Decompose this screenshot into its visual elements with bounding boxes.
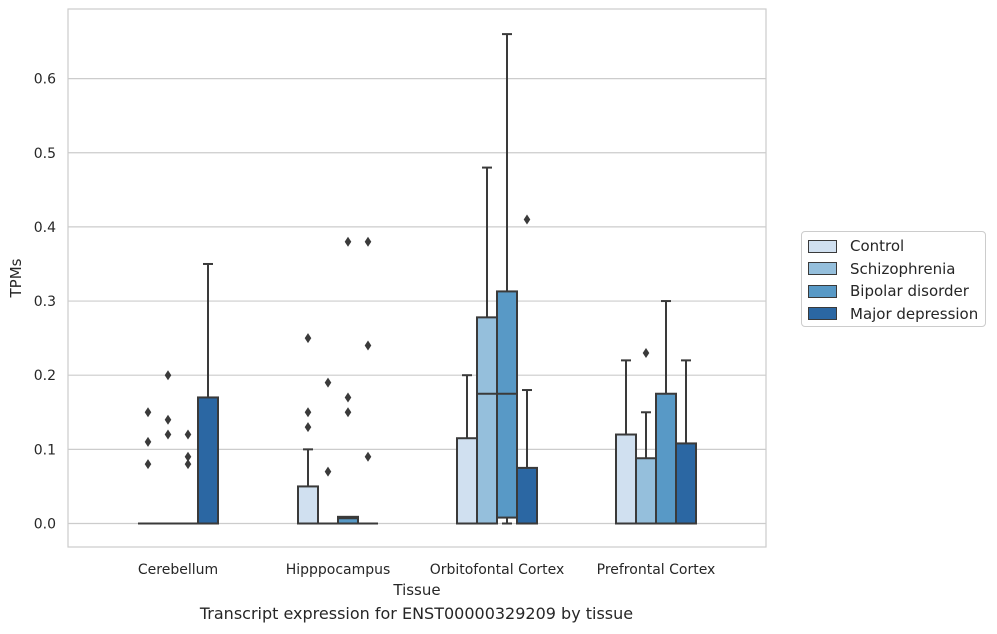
box-body bbox=[615, 433, 637, 525]
outlier-point-1 bbox=[344, 392, 352, 403]
outlier-point-1 bbox=[164, 414, 172, 425]
outlier-point-0 bbox=[324, 466, 332, 477]
outlier-point-2 bbox=[304, 333, 312, 344]
legend: Control Schizophrenia Bipolar disorder M… bbox=[801, 231, 986, 327]
outlier-point-0 bbox=[364, 451, 372, 462]
outlier-point-2 bbox=[164, 370, 172, 381]
outlier-point-2 bbox=[344, 236, 352, 247]
outlier-point-0 bbox=[642, 347, 650, 358]
box-0-2 bbox=[456, 374, 478, 525]
outlier-point-1 bbox=[364, 340, 372, 351]
box-3-0 bbox=[197, 262, 219, 525]
outlier-point-2 bbox=[184, 429, 192, 440]
box-body bbox=[516, 466, 538, 525]
legend-label-schizophrenia: Schizophrenia bbox=[850, 259, 956, 278]
x-tick-label-1: Hipppocampus bbox=[286, 562, 391, 578]
box-1-1 bbox=[318, 377, 338, 525]
outlier-point-2 bbox=[144, 407, 152, 418]
box-body bbox=[655, 392, 677, 525]
y-tick-label-5: 0.5 bbox=[34, 146, 56, 162]
box-2-2 bbox=[496, 33, 518, 525]
box-3-3 bbox=[675, 359, 697, 525]
outlier-point-1 bbox=[184, 451, 192, 462]
x-axis-title: Tissue bbox=[392, 581, 440, 599]
plot-area-frame bbox=[67, 8, 767, 548]
box-body bbox=[635, 457, 657, 525]
outlier-point-2 bbox=[364, 236, 372, 247]
box-1-3 bbox=[635, 347, 657, 525]
box-1-2 bbox=[476, 166, 498, 525]
x-tick-label-3: Prefrontal Cortex bbox=[597, 562, 716, 578]
outlier-point-0 bbox=[304, 422, 312, 433]
legend-swatch-major-depression bbox=[808, 307, 837, 321]
box-body bbox=[456, 437, 478, 525]
x-tick-label-0: Cerebellum bbox=[138, 562, 218, 578]
chart-caption: Transcript expression for ENST0000032920… bbox=[199, 604, 634, 623]
gridlines bbox=[68, 77, 766, 525]
box-0-3 bbox=[615, 359, 637, 525]
box-body bbox=[476, 316, 498, 525]
box-1-0 bbox=[158, 370, 178, 525]
y-tick-label-0: 0.0 bbox=[34, 517, 56, 533]
y-tick-label-4: 0.4 bbox=[34, 220, 56, 236]
outlier-point-0 bbox=[144, 459, 152, 470]
y-tick-labels: 0.0 0.1 0.2 0.3 0.4 0.5 0.6 bbox=[34, 72, 56, 533]
y-tick-label-3: 0.3 bbox=[34, 294, 56, 310]
box-0-1 bbox=[297, 333, 319, 525]
outlier-point-0 bbox=[523, 214, 531, 225]
box-3-1 bbox=[358, 236, 378, 525]
outlier-point-1 bbox=[324, 377, 332, 388]
outlier-point-0 bbox=[344, 407, 352, 418]
box-body bbox=[197, 396, 219, 525]
y-tick-label-2: 0.2 bbox=[34, 368, 56, 384]
legend-item-schizophrenia: Schizophrenia bbox=[808, 258, 985, 281]
box-2-0 bbox=[178, 429, 198, 525]
legend-item-bipolar-disorder: Bipolar disorder bbox=[808, 280, 985, 303]
box-3-2 bbox=[516, 214, 538, 525]
legend-swatch-bipolar-disorder bbox=[808, 284, 837, 298]
legend-item-control: Control bbox=[808, 235, 985, 258]
legend-item-major-depression: Major depression bbox=[808, 303, 985, 326]
outlier-point-0 bbox=[164, 429, 172, 440]
outlier-point-1 bbox=[144, 436, 152, 447]
legend-label-control: Control bbox=[850, 237, 905, 256]
legend-label-major-depression: Major depression bbox=[850, 304, 979, 323]
legend-swatch-schizophrenia bbox=[808, 262, 837, 276]
legend-swatch-control bbox=[808, 239, 837, 253]
y-tick-label-6: 0.6 bbox=[34, 72, 56, 88]
box-body bbox=[297, 485, 319, 525]
box-elements bbox=[138, 33, 697, 525]
box-body bbox=[337, 515, 359, 525]
box-2-1 bbox=[337, 236, 359, 525]
y-axis-title: TPMs bbox=[7, 258, 25, 298]
box-body bbox=[675, 442, 697, 525]
y-tick-label-1: 0.1 bbox=[34, 442, 56, 458]
box-2-3 bbox=[655, 300, 677, 525]
box-0-0 bbox=[138, 407, 158, 525]
box-body bbox=[496, 290, 518, 519]
x-tick-label-2: Orbitofontal Cortex bbox=[430, 562, 565, 578]
outlier-point-0 bbox=[184, 459, 192, 470]
legend-label-bipolar-disorder: Bipolar disorder bbox=[850, 282, 969, 301]
outlier-point-1 bbox=[304, 407, 312, 418]
x-tick-labels: Cerebellum Hipppocampus Orbitofontal Corte… bbox=[138, 562, 715, 578]
